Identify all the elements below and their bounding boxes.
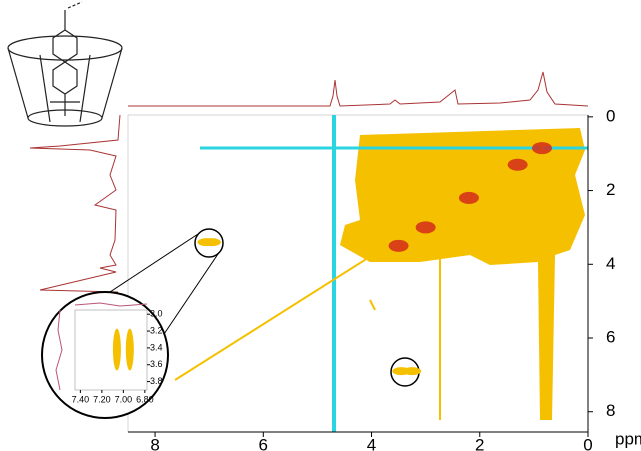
x-tick-label: 2 [475,435,484,451]
x-tick-label: 7.40 [72,394,90,404]
diagonal-peak [508,159,528,171]
top-projection [128,72,588,106]
diagonal-peak [389,240,409,252]
left-projection [30,115,120,292]
x-tick-label: 4 [367,435,376,451]
y-tick-label: 3.0 [150,309,163,319]
x-tick-label: 6 [259,435,268,451]
diagonal-peak [459,192,479,204]
cross-peak [113,329,121,371]
y-tick-label: 3.8 [150,376,163,386]
cross-peak [390,150,408,158]
cross-peak [126,329,134,371]
x-tick-label: 7.00 [115,394,133,404]
cross-peak [203,238,221,246]
inset-plot-area [75,310,147,390]
y-tick-label: 8 [606,401,615,420]
x-tick-label: 8 [150,435,159,451]
y-tick-label: 3.4 [150,342,163,352]
y-tick-label: 4 [606,254,615,273]
y-tick-label: 2 [606,180,615,199]
diagonal-peak [532,142,552,154]
host-guest-icon [8,2,122,126]
spectrum-figure: ppm 8 6 4 2 0 0 2 4 6 8 7.407.20 7.006.80 3.0 3.2 3.4 3… [0,0,641,451]
y-tick-label: 0 [606,106,615,125]
cross-peak [525,242,543,250]
y-tick-label: 6 [606,327,615,346]
x-axis-label: ppm [615,429,641,448]
x-tick-label: 0 [583,435,592,451]
y-tick-label: 3.2 [150,325,163,335]
x-tick-label: 6.80 [136,394,154,404]
diagonal-peak [416,221,436,233]
x-tick-label: 7.20 [93,394,111,404]
y-tick-label: 3.6 [150,359,163,369]
cross-peak [514,194,532,202]
cross-peak [460,150,478,158]
cross-peak [403,367,421,375]
